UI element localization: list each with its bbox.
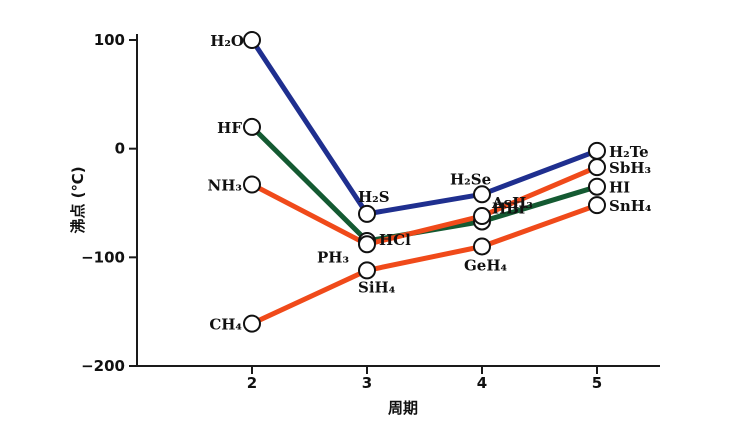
data-point xyxy=(358,204,376,223)
data-point xyxy=(588,196,606,215)
data-label: GeH₄ xyxy=(464,256,508,274)
y-axis-title: 沸点 (℃) xyxy=(69,166,87,233)
x-axis-title: 周期 xyxy=(388,399,418,417)
series-line-group16 xyxy=(249,37,600,217)
data-label: AsH₃ xyxy=(491,194,533,212)
data-label: SnH₄ xyxy=(609,197,652,215)
y-tick-label: −200 xyxy=(81,357,125,375)
data-label: SiH₄ xyxy=(358,278,396,296)
data-point xyxy=(358,261,376,280)
y-tick-label: 100 xyxy=(94,31,125,49)
data-label: H₂Se xyxy=(450,170,491,188)
data-label: HF xyxy=(217,119,242,137)
x-tick-label: 4 xyxy=(477,374,487,392)
data-point xyxy=(243,175,261,194)
x-tick-label: 3 xyxy=(362,374,372,392)
y-tick-label: −100 xyxy=(81,248,125,266)
data-point xyxy=(473,207,491,226)
data-label: HCl xyxy=(379,231,411,249)
data-label: HBr xyxy=(492,199,528,217)
data-point xyxy=(243,314,261,333)
x-tick-label: 5 xyxy=(592,374,602,392)
data-point xyxy=(243,117,261,136)
data-point xyxy=(358,235,376,254)
data-point xyxy=(588,141,606,160)
data-label: SbH₃ xyxy=(609,159,651,177)
x-tick-label: 2 xyxy=(247,374,257,392)
series-line-group15 xyxy=(249,164,600,247)
data-label: PH₃ xyxy=(317,248,349,266)
data-label: H₂Te xyxy=(609,143,649,161)
data-label: H₂S xyxy=(358,188,390,206)
data-label: H₂O xyxy=(210,32,244,50)
y-tick-label: 0 xyxy=(115,140,125,158)
data-label: CH₄ xyxy=(209,316,242,334)
data-label: NH₃ xyxy=(208,177,242,195)
data-point xyxy=(588,158,606,177)
data-point xyxy=(473,185,491,204)
data-point xyxy=(243,31,261,49)
series-line-group14 xyxy=(249,202,600,327)
data-label: HI xyxy=(609,179,630,197)
data-point xyxy=(588,177,606,196)
data-point xyxy=(473,237,491,256)
